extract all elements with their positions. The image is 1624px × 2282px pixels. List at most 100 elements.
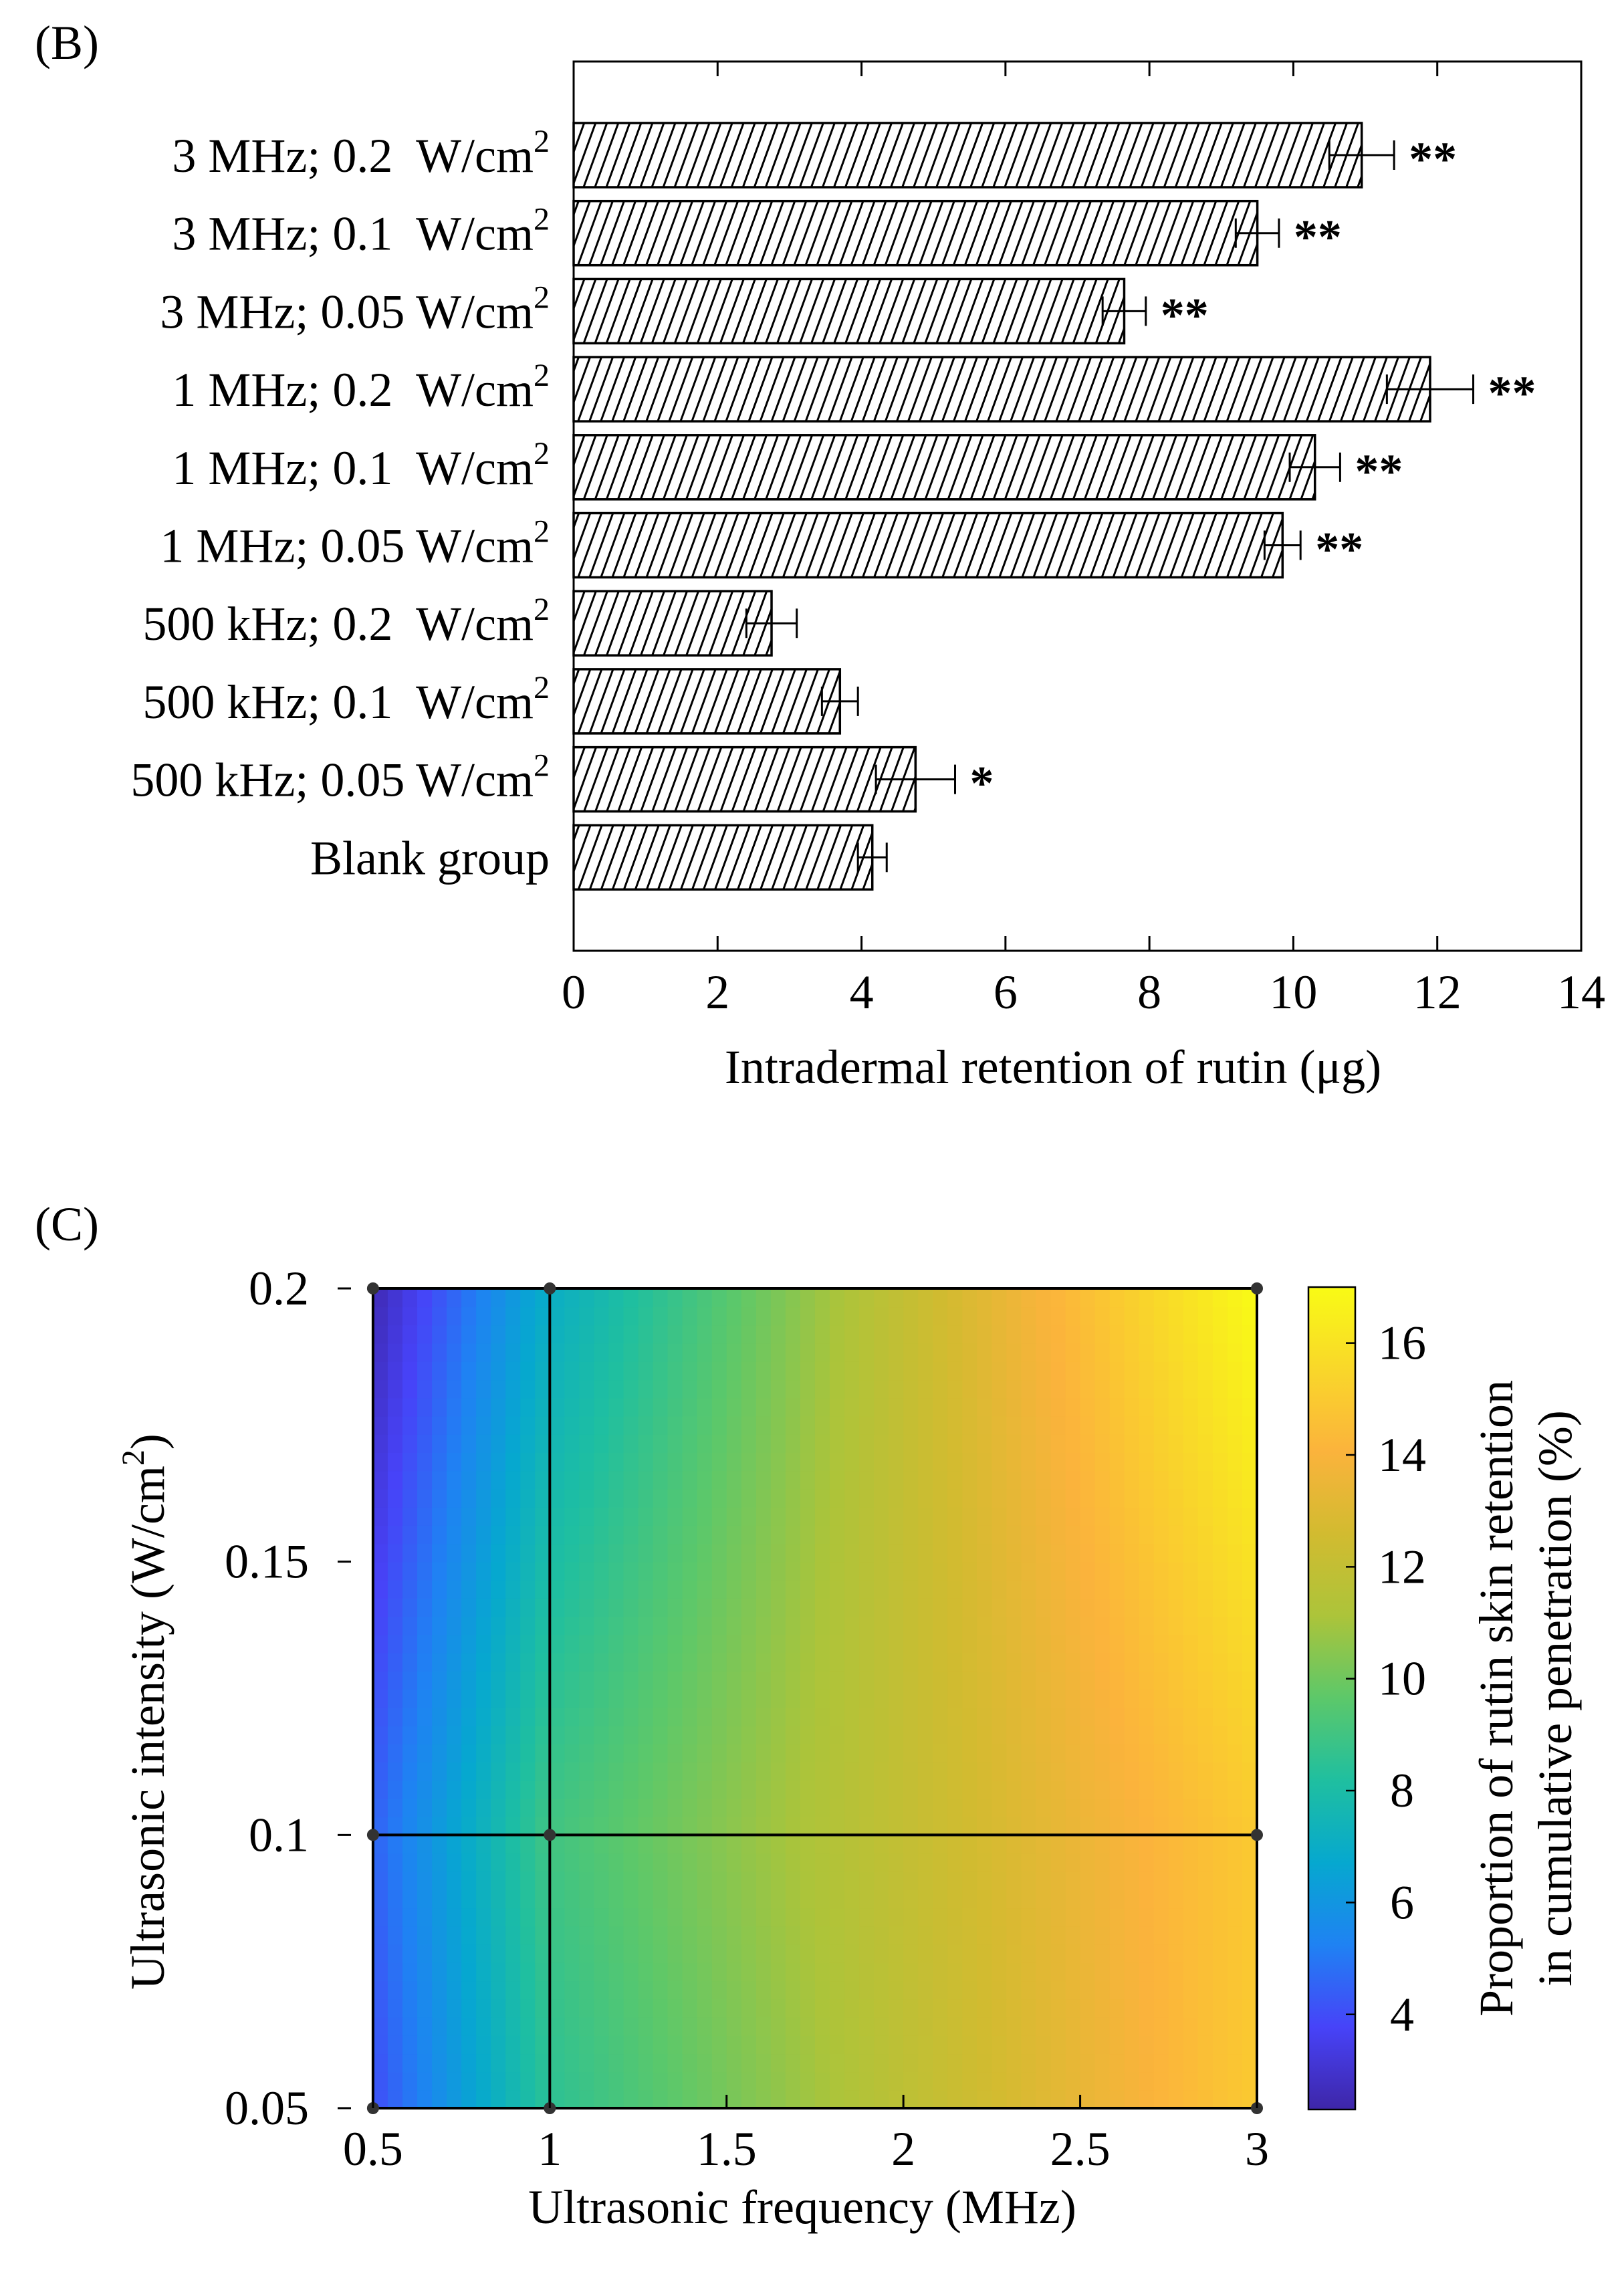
panel-c-heat-cell	[726, 1871, 742, 1890]
panel-c-heat-cell	[505, 2089, 521, 2109]
panel-c-heat-cell	[770, 1962, 786, 1982]
panel-c-heat-cell	[1197, 1671, 1213, 1690]
panel-c-heat-cell	[756, 1470, 772, 1490]
panel-c-heat-cell	[594, 1616, 610, 1635]
panel-c-heat-cell	[1227, 1415, 1243, 1435]
panel-c-heat-cell	[682, 1325, 698, 1344]
panel-c-heat-cell	[977, 1361, 993, 1381]
panel-c-heat-cell	[667, 1361, 683, 1381]
panel-c-heat-cell	[1242, 1561, 1258, 1581]
panel-c-heat-cell	[491, 1288, 507, 1308]
panel-c-heat-cell	[992, 1325, 1008, 1344]
panel-c-heat-cell	[476, 1707, 491, 1726]
panel-c-heat-cell	[1139, 1434, 1155, 1453]
panel-c-heat-cell	[933, 1288, 949, 1308]
panel-c-heat-cell	[1242, 2035, 1258, 2055]
panel-c-heat-cell	[1065, 1343, 1081, 1362]
panel-c-heat-cell	[1094, 1962, 1111, 1982]
panel-c-heat-cell	[859, 1652, 875, 1672]
panel-c-heat-cell	[918, 1871, 934, 1890]
panel-c-heat-cell	[564, 1506, 580, 1526]
panel-c-heat-cell	[387, 1817, 403, 1836]
panel-c-heat-cell	[505, 1780, 521, 1799]
panel-c-heat-cell	[682, 1798, 698, 1817]
panel-c-heat-cell	[962, 1835, 978, 1854]
panel-c-heat-cell	[608, 1817, 624, 1836]
panel-c-heat-cell	[520, 1634, 536, 1653]
panel-c-heat-cell	[785, 1908, 801, 1927]
panel-c-heat-cell	[682, 1853, 698, 1872]
panel-b-category-superscript: 2	[534, 670, 550, 705]
panel-c-heat-cell	[387, 1890, 403, 1909]
panel-c-heat-cell	[1006, 1616, 1022, 1635]
panel-c-heat-cell	[608, 1944, 624, 1963]
panel-c-heat-cell	[402, 1671, 418, 1690]
panel-c-heat-cell	[814, 1962, 830, 1982]
panel-c-heat-cell	[1153, 1616, 1169, 1635]
panel-c-heat-cell	[505, 1853, 521, 1872]
panel-c-heat-cell	[653, 1835, 669, 1854]
panel-c-heat-cell	[461, 1817, 477, 1836]
panel-c-heat-cell	[962, 1980, 978, 2000]
panel-c-heat-cell	[520, 1908, 536, 1927]
panel-c-heat-cell	[1021, 1598, 1037, 1617]
panel-c-heat-cell	[1050, 1853, 1066, 1872]
panel-c-heat-cell	[829, 1908, 845, 1927]
panel-c-heat-cell	[992, 1397, 1008, 1417]
panel-c-heat-cell	[505, 1488, 521, 1508]
panel-c-heat-cell	[432, 1525, 447, 1545]
panel-c-heat-cell	[844, 1397, 860, 1417]
panel-c-heat-cell	[461, 1890, 477, 1909]
panel-c-heat-cell	[447, 1817, 462, 1836]
panel-b-category-superscript: 2	[534, 514, 550, 550]
panel-c-heat-cell	[977, 1762, 993, 1781]
panel-c-heat-cell	[889, 1798, 904, 1817]
panel-c-heat-cell	[402, 1926, 418, 1945]
panel-c-heat-cell	[711, 1470, 727, 1490]
panel-c-heat-cell	[1153, 1744, 1169, 1763]
panel-c-heat-cell	[402, 2089, 418, 2109]
panel-c-heat-cell	[608, 1908, 624, 1927]
panel-c-data-point	[1251, 1282, 1263, 1294]
panel-c-heat-cell	[962, 1671, 978, 1690]
panel-c-heat-cell	[992, 1525, 1008, 1545]
panel-c-heat-cell	[800, 1288, 816, 1308]
panel-c-heat-cell	[1109, 1817, 1125, 1836]
panel-c-heat-cell	[903, 1288, 919, 1308]
panel-c-heat-cell	[1183, 1853, 1199, 1872]
panel-c-heat-cell	[697, 1944, 713, 1963]
panel-c-heat-cell	[770, 1452, 786, 1472]
panel-c-heat-cell	[1021, 1470, 1037, 1490]
panel-c-heat-cell	[977, 1671, 993, 1690]
panel-c-heat-cell	[1227, 1908, 1243, 1927]
panel-c-heat-cell	[889, 2089, 904, 2109]
panel-c-heat-cell	[1227, 1434, 1243, 1453]
panel-c-heat-cell	[461, 1744, 477, 1763]
panel-c-heat-cell	[770, 1853, 786, 1872]
panel-c-heat-cell	[1065, 1926, 1081, 1945]
panel-c-heat-cell	[1080, 1762, 1096, 1781]
panel-c-heat-cell	[505, 1561, 521, 1581]
panel-c-heat-cell	[417, 2071, 433, 2091]
panel-c-heat-cell	[432, 1871, 447, 1890]
panel-c-heat-cell	[977, 1452, 993, 1472]
panel-c-heat-cell	[417, 1434, 433, 1453]
panel-c-heat-cell	[1212, 1525, 1228, 1545]
panel-c-heat-cell	[1227, 1652, 1243, 1672]
panel-c-heat-cell	[947, 1707, 963, 1726]
panel-b-bar	[572, 277, 1126, 345]
panel-c-heat-cell	[476, 1452, 491, 1472]
panel-c-heat-cell	[1227, 1343, 1243, 1362]
panel-c-heat-cell	[977, 1944, 993, 1963]
panel-c-heat-cell	[859, 1343, 875, 1362]
panel-c-heat-cell	[889, 2017, 904, 2036]
panel-c-heat-cell	[653, 1470, 669, 1490]
panel-b-bar	[572, 590, 773, 657]
panel-c-heat-cell	[1197, 1379, 1213, 1399]
panel-c-heat-cell	[844, 1671, 860, 1690]
panel-c-heat-cell	[903, 1452, 919, 1472]
panel-c-heat-cell	[726, 2035, 742, 2055]
panel-c-heat-cell	[432, 1488, 447, 1508]
panel-c-heat-cell	[491, 1671, 507, 1690]
panel-c-heat-cell	[1242, 1525, 1258, 1545]
